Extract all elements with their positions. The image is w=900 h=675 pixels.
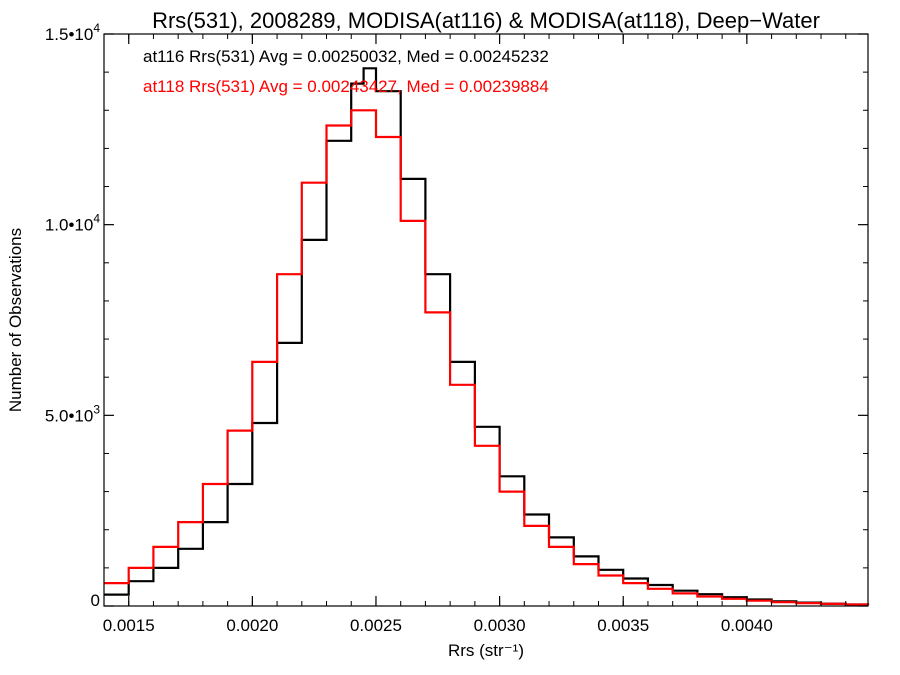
series-layer xyxy=(104,67,870,606)
y-axis-label: Number of Observations xyxy=(6,228,25,412)
plot-frame xyxy=(103,33,869,607)
annotation-at116: at116 Rrs(531) Avg = 0.00250032, Med = 0… xyxy=(143,47,549,66)
x-tick-label: 0.0030 xyxy=(474,616,526,635)
x-tick-label: 0.0020 xyxy=(226,616,278,635)
y-axis: 0 5.0•103 1.0•104 1.5•104 xyxy=(45,21,868,610)
x-axis-label: Rrs (str⁻¹) xyxy=(448,641,524,660)
x-axis: 0.0015 0.0020 0.0025 0.0030 0.0035 0.0040 xyxy=(103,34,847,635)
x-tick-label: 0.0015 xyxy=(103,616,155,635)
x-tick-label: 0.0035 xyxy=(597,616,649,635)
y-tick-label: 0 xyxy=(91,591,100,610)
series-line-at118 xyxy=(104,109,870,606)
series-line-at116 xyxy=(104,67,870,606)
x-tick-label: 0.0040 xyxy=(721,616,773,635)
y-tick-label: 5.0•103 xyxy=(45,402,101,425)
y-tick-label: 1.0•104 xyxy=(45,212,101,235)
x-tick-label: 0.0025 xyxy=(350,616,402,635)
chart-title: Rrs(531), 2008289, MODISA(at116) & MODIS… xyxy=(152,8,820,33)
y-tick-label: 1.5•104 xyxy=(45,21,101,44)
annotation-at118: at118 Rrs(531) Avg = 0.00243427, Med = 0… xyxy=(143,77,549,96)
